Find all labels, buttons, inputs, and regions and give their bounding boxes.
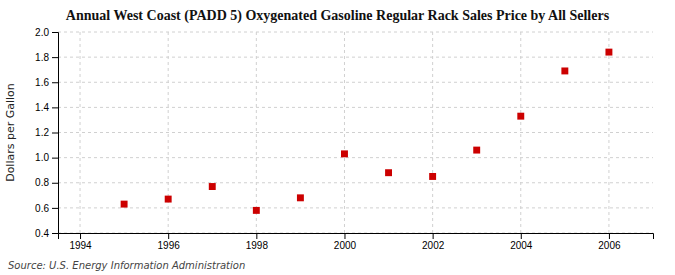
tick-label: 1.6 <box>35 77 49 88</box>
tick-mark <box>256 233 257 239</box>
chart: 1994 1996 1998 2000 2002 2004 2006 0.4 0.6 0.8 1.0… <box>0 0 675 275</box>
tick-mark <box>52 183 58 184</box>
plot-area: 1994 1996 1998 2000 2002 2004 2006 0.4 0.6 0.8 1.0… <box>35 27 653 251</box>
tick-mark <box>52 107 58 108</box>
tick-label: 1.4 <box>35 102 49 113</box>
tick: 0.4 <box>35 228 58 239</box>
tick-mark <box>52 233 58 234</box>
tick-mark <box>52 208 58 209</box>
grid-line <box>58 207 653 208</box>
point <box>209 183 216 190</box>
tick-label: 2004 <box>510 240 533 251</box>
title: Annual West Coast (PADD 5) Oxygenated Ga… <box>66 8 610 24</box>
grid-line <box>80 32 81 233</box>
axis-line <box>52 33 59 234</box>
tick: 1.8 <box>35 52 58 63</box>
y-axis-label: Dollars per Gallon <box>4 83 17 182</box>
grid-line <box>58 132 653 133</box>
tick: 0.6 <box>35 203 58 214</box>
tick-label: 2002 <box>422 240 445 251</box>
point <box>517 113 524 120</box>
tick-label: 1996 <box>158 240 181 251</box>
tick: 2006 <box>598 233 621 251</box>
tick-mark <box>52 133 58 134</box>
tick-mark <box>52 82 58 83</box>
point <box>605 49 612 56</box>
tick-mark <box>52 158 58 159</box>
tick-mark <box>521 233 522 239</box>
x-axis: 1994 1996 1998 2000 2002 2004 2006 <box>59 233 654 251</box>
tick-label: 0.4 <box>35 228 49 239</box>
tick: 2.0 <box>35 27 58 38</box>
tick: 1.0 <box>35 152 58 163</box>
point <box>341 150 348 157</box>
grid-line <box>344 32 345 233</box>
tick-label: 1.0 <box>35 152 49 163</box>
axis-line <box>59 234 654 240</box>
points <box>121 49 613 214</box>
grid-line <box>58 107 653 108</box>
source: Source: U.S. Energy Information Administ… <box>8 260 245 271</box>
tick-label: 2000 <box>334 240 357 251</box>
tick-mark <box>52 32 58 33</box>
tick-label: 2.0 <box>35 27 49 38</box>
tick-label: 1994 <box>69 240 92 251</box>
tick-mark <box>344 233 345 239</box>
tick: 1.4 <box>35 102 58 113</box>
point <box>429 173 436 180</box>
point <box>121 201 128 208</box>
grid-line <box>58 182 653 183</box>
tick: 2004 <box>510 233 533 251</box>
point <box>385 169 392 176</box>
y-axis: 0.4 0.6 0.8 1.0 1.2 1.4 1.6 1.8 2.0 <box>35 27 58 239</box>
tick: 0.8 <box>35 177 58 188</box>
tick-label: 0.8 <box>35 177 49 188</box>
tick-mark <box>168 233 169 239</box>
tick: 1996 <box>158 233 181 251</box>
point <box>253 207 260 214</box>
tick: 1994 <box>69 233 92 251</box>
grid <box>58 32 653 233</box>
tick: 2002 <box>422 233 445 251</box>
grid-line <box>608 32 609 233</box>
point <box>561 67 568 74</box>
grid-line <box>58 157 653 158</box>
tick: 1.6 <box>35 77 58 88</box>
point <box>473 147 480 154</box>
point <box>165 196 172 203</box>
tick-mark <box>609 233 610 239</box>
tick-mark <box>52 57 58 58</box>
tick-label: 1.8 <box>35 52 49 63</box>
grid-line <box>58 32 653 33</box>
tick-label: 1998 <box>246 240 269 251</box>
tick-mark <box>80 233 81 239</box>
tick: 1998 <box>246 233 269 251</box>
grid-line <box>58 57 653 58</box>
tick-label: 2006 <box>598 240 621 251</box>
tick: 2000 <box>334 233 357 251</box>
grid-line <box>58 82 653 83</box>
tick-mark <box>433 233 434 239</box>
tick-label: 1.2 <box>35 127 49 138</box>
tick-label: 0.6 <box>35 203 49 214</box>
tick: 1.2 <box>35 127 58 138</box>
point <box>297 194 304 201</box>
